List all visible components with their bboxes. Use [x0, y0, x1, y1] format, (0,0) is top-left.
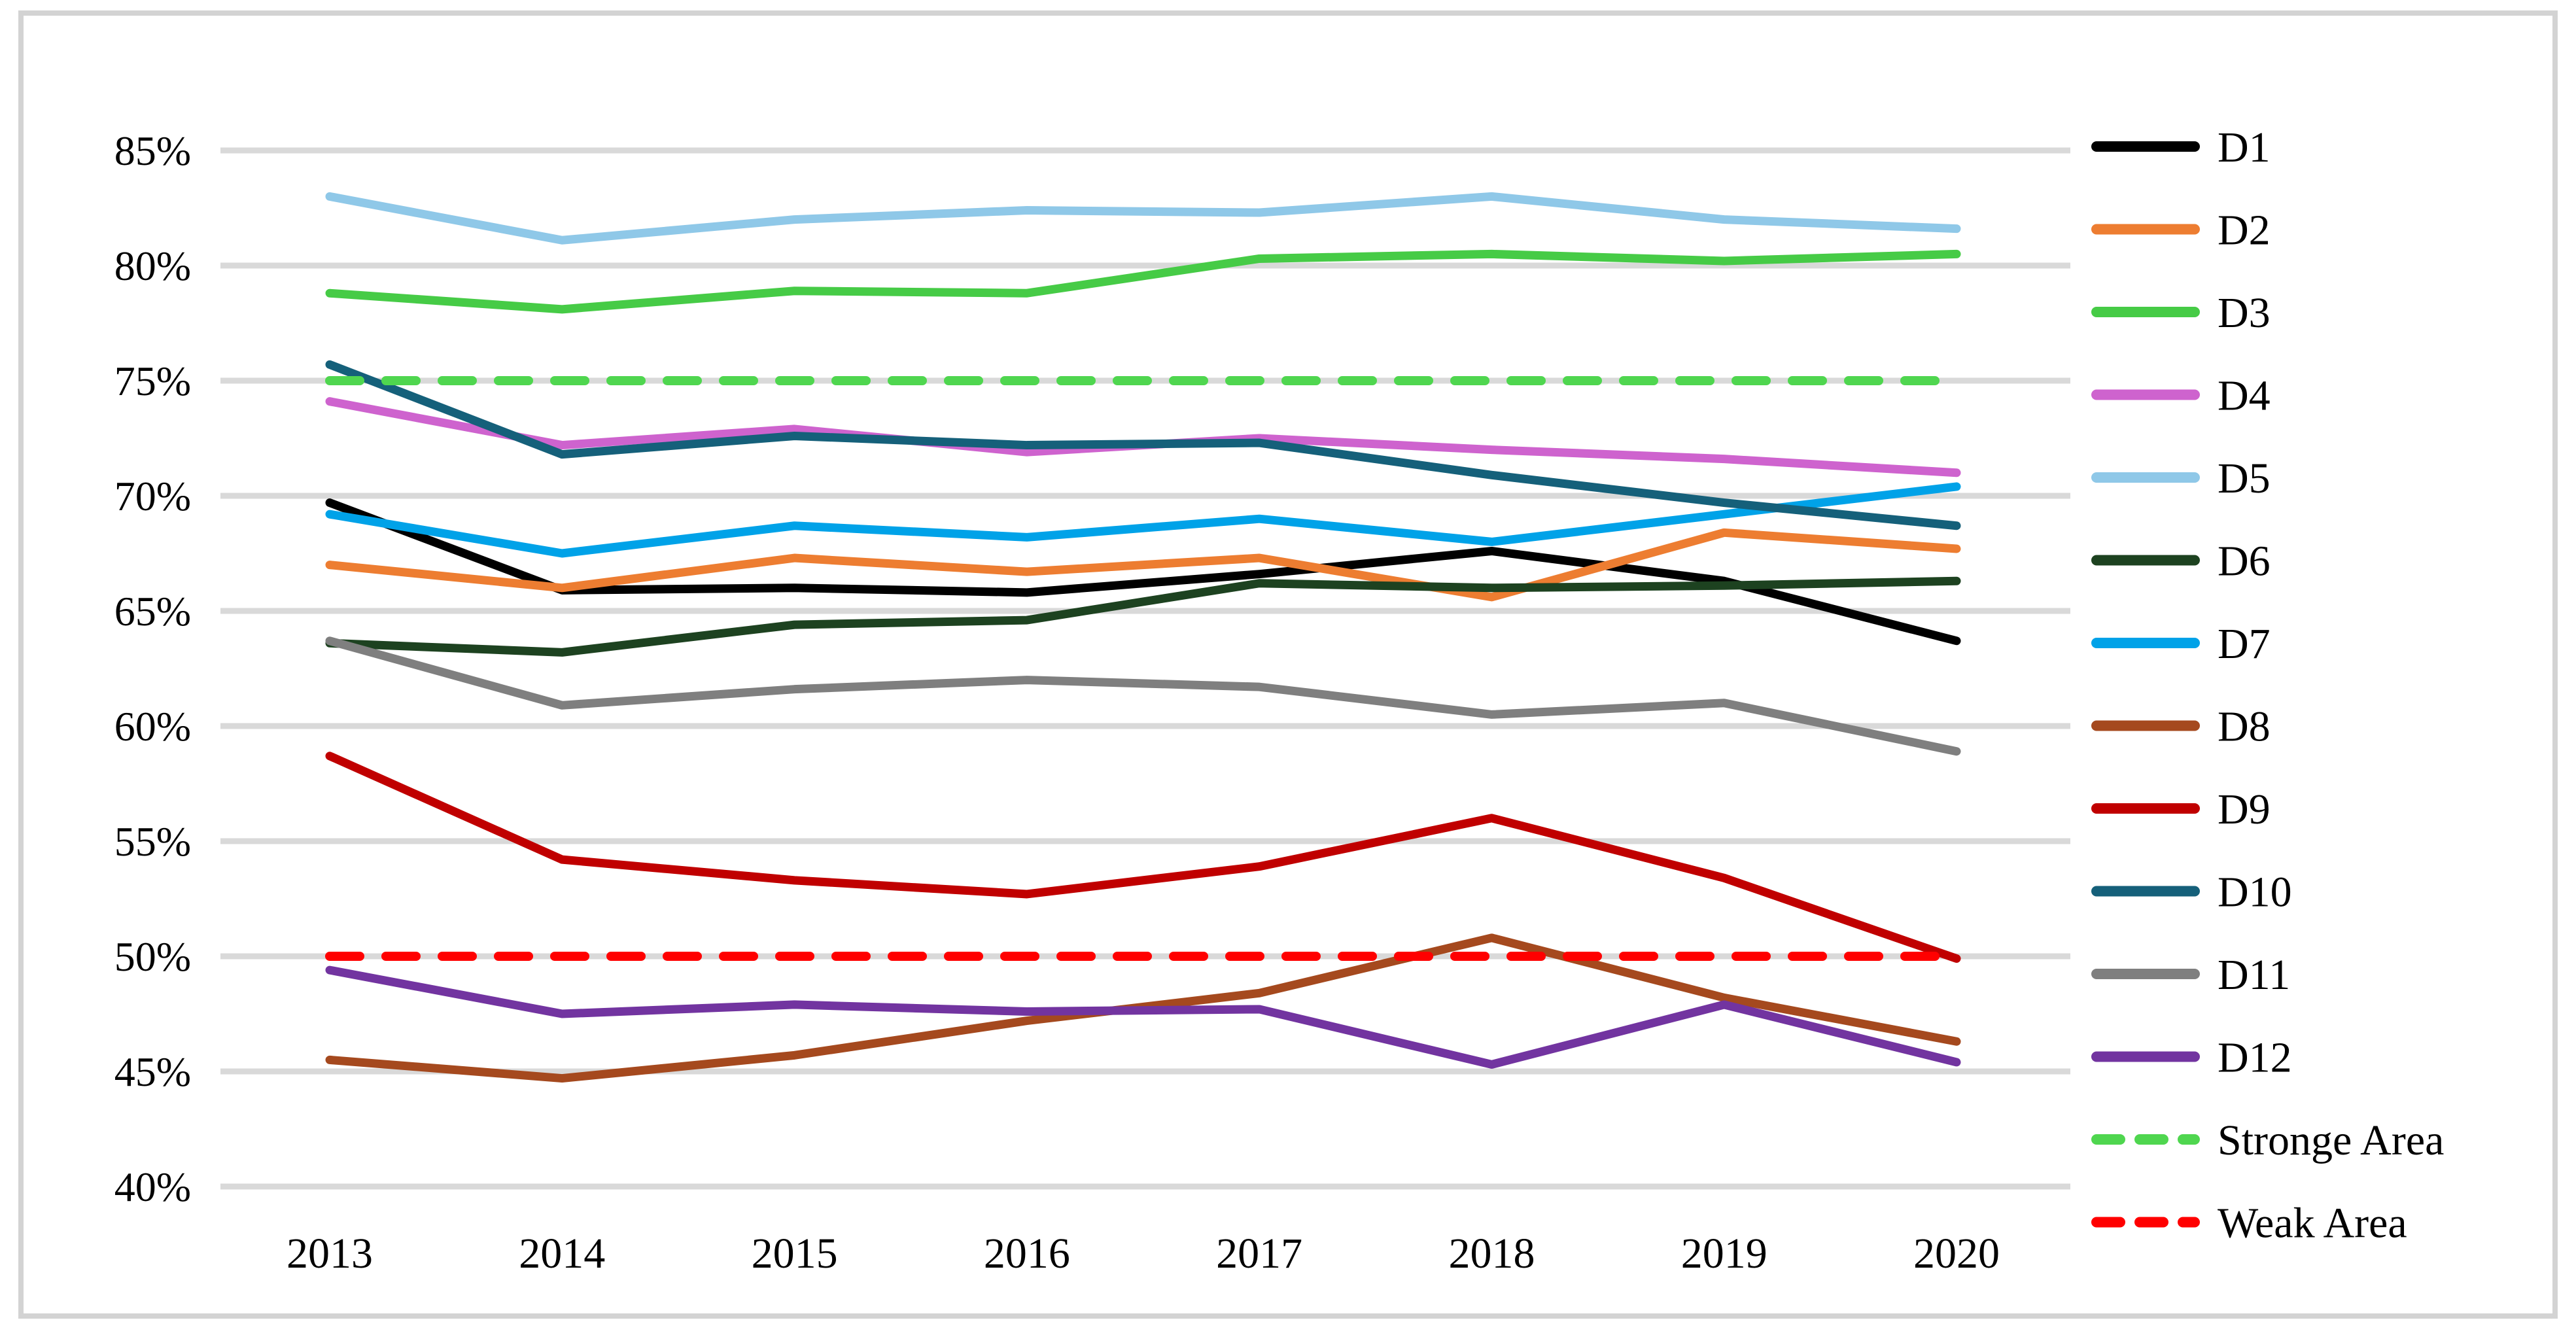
- series-line-d9: [325, 752, 1961, 963]
- y-tick-label: 75%: [114, 358, 191, 404]
- legend-item-d5: D5: [2091, 455, 2271, 502]
- legend-item-d4: D4: [2091, 372, 2271, 420]
- x-tick-label: 2014: [519, 1230, 605, 1277]
- x-tick-label: 2013: [287, 1230, 373, 1277]
- series-line-d6: [325, 576, 1961, 657]
- series-line-d4: [325, 397, 1961, 477]
- y-tick-label: 85%: [114, 128, 191, 174]
- legend-item-stronge-area: Stronge Area: [2091, 1117, 2444, 1164]
- legend-label: D11: [2218, 951, 2290, 999]
- series-line-d3: [325, 249, 1961, 314]
- x-tick-label: 2017: [1216, 1230, 1302, 1277]
- legend-item-d11: D11: [2091, 951, 2290, 999]
- x-axis-labels: 2013 2014 2015 2016 2017 2018 2019 2020: [287, 1230, 2000, 1277]
- chart-frame-border: [18, 10, 2558, 1319]
- y-tick-label: 40%: [114, 1164, 191, 1210]
- legend-item-d3: D3: [2091, 289, 2271, 337]
- y-tick-label: 55%: [114, 818, 191, 865]
- legend-label: D10: [2218, 869, 2292, 916]
- legend-item-d1: D1: [2091, 124, 2271, 171]
- x-tick-label: 2016: [984, 1230, 1070, 1277]
- series-line-d2: [325, 528, 1961, 602]
- legend-item-d6: D6: [2091, 538, 2271, 585]
- series-line-d5: [325, 192, 1961, 245]
- legend-group: D1 D2 D3 D4 D5 D6 D7 D8 D9 D10 D11 D12 Stronge Area W…: [2091, 124, 2444, 1247]
- legend-item-d2: D2: [2091, 207, 2271, 254]
- legend-label: D6: [2218, 538, 2271, 585]
- legend-item-weak-area: Weak Area: [2091, 1200, 2407, 1247]
- legend-item-d7: D7: [2091, 620, 2271, 668]
- series-line-d10: [325, 360, 1961, 530]
- legend-label: D2: [2218, 207, 2271, 254]
- x-tick-label: 2018: [1448, 1230, 1535, 1277]
- x-tick-label: 2020: [1913, 1230, 2000, 1277]
- legend-label: Stronge Area: [2218, 1117, 2444, 1164]
- legend-label: D12: [2218, 1034, 2292, 1082]
- legend-label: Weak Area: [2218, 1200, 2407, 1247]
- y-tick-label: 60%: [114, 703, 191, 750]
- legend-label: D5: [2218, 455, 2271, 502]
- legend-label: D7: [2218, 620, 2271, 668]
- legend-label: D4: [2218, 372, 2271, 420]
- x-tick-label: 2015: [752, 1230, 838, 1277]
- series-group: [325, 192, 1962, 1083]
- series-line-d1: [325, 498, 1961, 646]
- y-tick-label: 65%: [114, 588, 191, 634]
- y-axis-labels: 85% 80% 75% 70% 65% 60% 55% 50% 45% 40%: [114, 128, 191, 1210]
- series-line-d12: [325, 965, 1961, 1069]
- y-tick-label: 80%: [114, 243, 191, 289]
- series-line-d7: [325, 482, 1961, 558]
- legend-item-d12: D12: [2091, 1034, 2292, 1082]
- series-line-d11: [325, 636, 1961, 756]
- x-tick-label: 2019: [1681, 1230, 1767, 1277]
- legend-label: D1: [2218, 124, 2271, 171]
- y-tick-label: 50%: [114, 933, 191, 980]
- legend-label: D8: [2218, 703, 2271, 751]
- legend-item-d10: D10: [2091, 869, 2292, 916]
- legend-item-d9: D9: [2091, 786, 2271, 833]
- legend-item-d8: D8: [2091, 703, 2271, 751]
- y-tick-label: 45%: [114, 1049, 191, 1095]
- y-tick-label: 70%: [114, 473, 191, 519]
- legend-label: D3: [2218, 289, 2271, 337]
- legend-label: D9: [2218, 786, 2271, 833]
